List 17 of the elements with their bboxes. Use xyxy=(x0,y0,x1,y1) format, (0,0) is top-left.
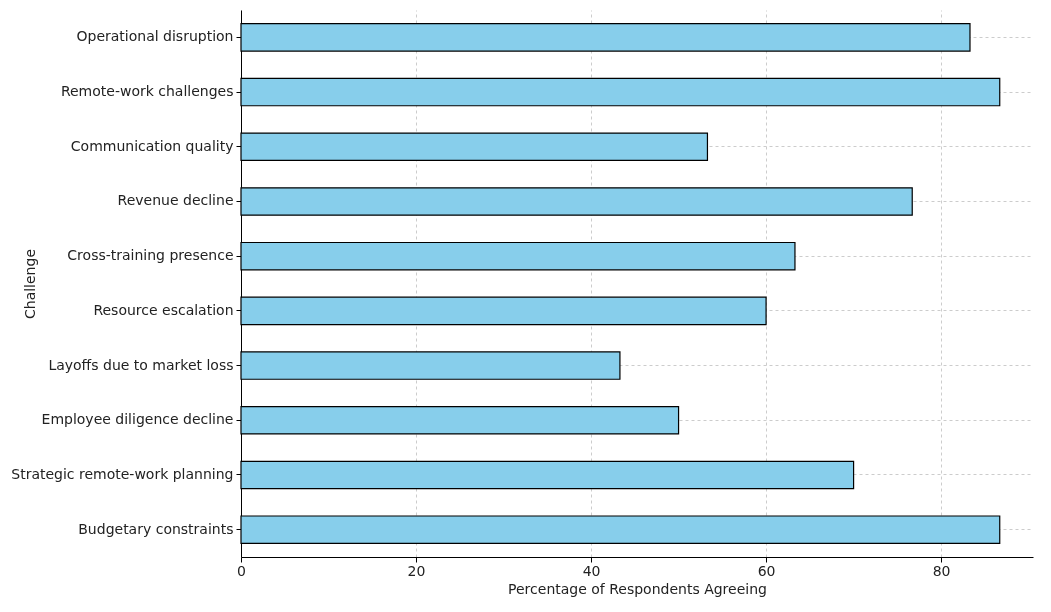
y-tick-label: Cross-training presence xyxy=(67,247,234,264)
y-axis-title: Challenge xyxy=(21,249,38,319)
y-tick-label: Resource escalation xyxy=(93,301,234,318)
y-tick-label: Communication quality xyxy=(70,137,234,154)
x-tick-label: 20 xyxy=(407,562,426,579)
y-tick-label: Employee diligence decline xyxy=(41,411,234,428)
y-tick-label: Budgetary constraints xyxy=(78,520,234,537)
x-tick-label: 80 xyxy=(932,562,951,579)
y-tick-label: Strategic remote-work planning xyxy=(11,465,234,482)
y-tick-label: Revenue decline xyxy=(117,192,234,209)
y-tick-label: Remote-work challenges xyxy=(60,83,234,100)
x-tick-label: 60 xyxy=(757,562,776,579)
x-tick-label: 0 xyxy=(237,562,246,579)
x-tick-label: 40 xyxy=(582,562,601,579)
y-tick-label: Operational disruption xyxy=(76,28,234,45)
y-tick-label: Layoffs due to market loss xyxy=(48,356,234,373)
x-axis-title: Percentage of Respondents Agreeing xyxy=(508,580,767,597)
